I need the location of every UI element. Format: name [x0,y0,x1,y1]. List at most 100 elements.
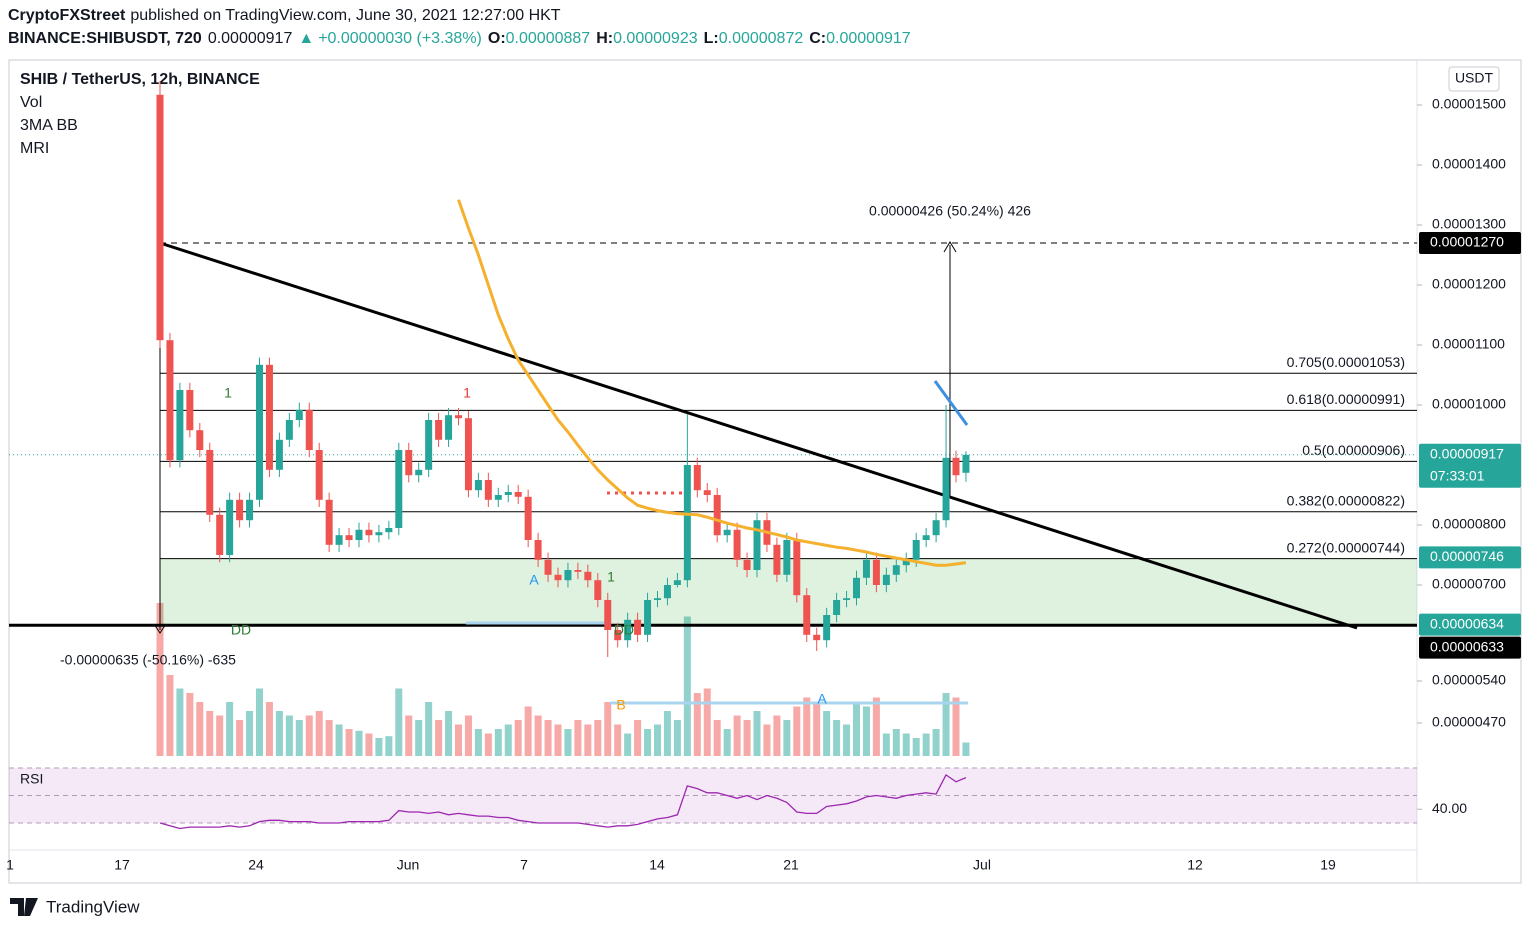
candle-body [912,540,920,560]
volume-bar [743,720,751,756]
volume-bar [793,706,801,756]
volume-bar [783,720,791,756]
volume-bar [524,706,532,756]
volume-bar [196,702,204,756]
x-tick-label: Jul [973,857,991,873]
candle-body [455,415,462,419]
volume-bar [236,720,244,756]
volume-bar [265,702,273,756]
x-tick-label: 21 [783,857,799,873]
ohlc-key: H: [596,30,613,47]
price-label: 0.00000634 [1430,615,1504,631]
volume-bar [862,706,870,756]
candle-body [644,600,652,635]
candle-body [803,595,811,635]
legend-indicator: 3MA BB [20,117,78,134]
volume-bar [166,675,174,756]
arrow-head [943,241,957,253]
price-label: 0.00000746 [1430,548,1504,564]
currency-button[interactable] [1448,66,1500,92]
volume-bar [763,724,771,756]
currency[interactable]: USDT [1455,70,1494,86]
volume-bar [604,702,612,756]
price-label-box [1419,546,1521,569]
volume-bar [713,720,721,756]
volume-bar [853,702,860,756]
volume-bar [663,711,671,756]
volume-bar [614,724,622,756]
volume-bar [773,715,781,756]
x-tick-label: Jun [397,857,420,873]
candle-body [862,559,870,578]
price-label-box [1419,636,1521,659]
candle-body [176,390,184,461]
candle-body [385,528,393,533]
x-tick-label: 12 [1187,857,1203,873]
volume-bar [624,733,632,756]
volume-bar [355,730,363,756]
candle-body [226,499,234,555]
volume-bar [922,733,930,756]
legend-title: SHIB / TetherUS, 12h, BINANCE [20,71,260,88]
candle-body [683,465,691,581]
candle-body [892,565,900,575]
volume-bar [683,616,691,756]
candle-body [634,619,642,635]
volume-bar [564,729,572,756]
price-label-box [1419,232,1521,254]
candle-body [395,450,403,528]
volume-bar [693,693,701,756]
moving-average [457,199,967,567]
legend-indicator: MRI [20,140,49,157]
volume-bar [823,711,831,756]
volume-bar [206,711,214,756]
volume-bar [733,715,741,756]
volume-bar [554,724,562,756]
volume-bar [176,688,184,756]
volume-bar [892,729,900,756]
candle-body [305,409,313,450]
volume-bar [962,742,970,756]
ohlc-value: 0.00000917 [826,30,911,47]
candle-body [216,514,224,555]
candle-body [882,574,890,585]
volume-bar [644,729,652,756]
volume-bar [474,729,482,756]
rsi-line [159,773,967,830]
ohlc-key: O: [488,30,506,47]
candle-body [773,544,781,575]
candle-body [156,94,164,341]
candle-body [713,495,721,536]
candle-body [534,540,542,560]
candle-body [733,529,741,560]
candle-body [375,532,383,536]
volume-bar [534,715,542,756]
candle-body [743,559,751,570]
volume-bar [305,715,313,756]
candle-body [813,634,821,641]
candle-body [872,559,880,585]
candle-body [793,540,801,596]
y-tick-label: 0.00000800 [1432,516,1506,532]
candle-body [206,450,214,515]
signal-marker: DD [614,622,634,638]
change: +0.00000030 (+3.38%) [318,30,482,47]
volume-bar [285,715,293,756]
volume-bar [216,715,224,756]
candle-body [504,492,512,495]
candle-body [285,420,293,440]
volume-bar [843,724,851,756]
symbol: BINANCE:SHIBUSDT, 720 [8,30,202,47]
tradingview-logo: TradingView [10,897,140,916]
candle-body [335,535,343,545]
volume-bar [315,711,323,756]
y-tick-label: 0.00000470 [1432,714,1506,730]
volume-bar [803,697,811,756]
candle-body [962,454,970,473]
volume-bar [654,724,661,756]
candle-body [952,457,960,476]
volume-bar [634,720,642,756]
fib-label: 0.705(0.00001053) [1287,354,1405,370]
